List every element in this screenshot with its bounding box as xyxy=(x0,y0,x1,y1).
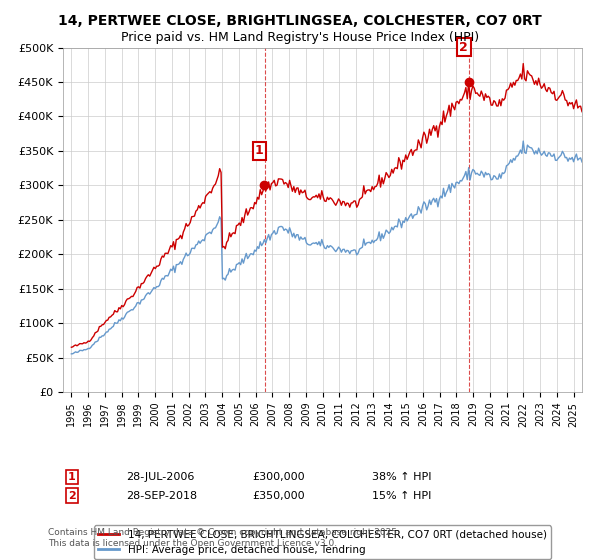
Text: Price paid vs. HM Land Registry's House Price Index (HPI): Price paid vs. HM Land Registry's House … xyxy=(121,31,479,44)
Text: 14, PERTWEE CLOSE, BRIGHTLINGSEA, COLCHESTER, CO7 0RT: 14, PERTWEE CLOSE, BRIGHTLINGSEA, COLCHE… xyxy=(58,14,542,28)
Text: 28-JUL-2006: 28-JUL-2006 xyxy=(126,472,194,482)
Text: 2: 2 xyxy=(459,41,468,54)
Text: 1: 1 xyxy=(255,144,264,157)
Text: 38% ↑ HPI: 38% ↑ HPI xyxy=(372,472,431,482)
Text: £350,000: £350,000 xyxy=(252,491,305,501)
Text: 2: 2 xyxy=(68,491,76,501)
Text: Contains HM Land Registry data © Crown copyright and database right 2025.
This d: Contains HM Land Registry data © Crown c… xyxy=(48,528,400,548)
Text: 15% ↑ HPI: 15% ↑ HPI xyxy=(372,491,431,501)
Legend: 14, PERTWEE CLOSE, BRIGHTLINGSEA, COLCHESTER, CO7 0RT (detached house), HPI: Ave: 14, PERTWEE CLOSE, BRIGHTLINGSEA, COLCHE… xyxy=(94,525,551,559)
Text: 28-SEP-2018: 28-SEP-2018 xyxy=(126,491,197,501)
Text: £300,000: £300,000 xyxy=(252,472,305,482)
Text: 1: 1 xyxy=(68,472,76,482)
